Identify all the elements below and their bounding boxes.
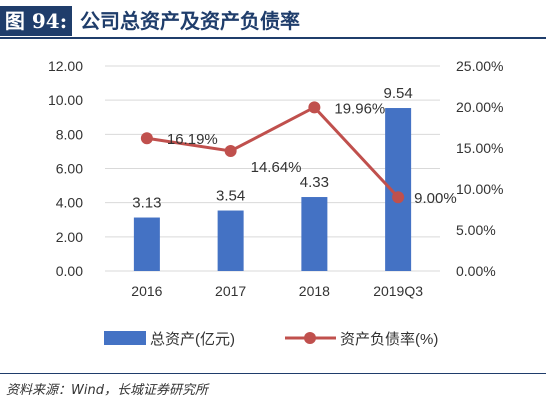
line-point	[224, 144, 237, 157]
x-tick-label: 2017	[215, 283, 246, 299]
y-right-tick-label: 15.00%	[456, 140, 503, 156]
y-right-tick-label: 10.00%	[456, 181, 503, 197]
y-right-tick-label: 5.00%	[456, 222, 496, 238]
header-divider	[0, 37, 546, 39]
bar	[133, 217, 160, 271]
line-data-label: 16.19%	[167, 131, 218, 148]
legend-line-marker	[304, 332, 316, 344]
legend-line-label: 资产负债率(%)	[340, 331, 438, 348]
y-right-tick-label: 25.00%	[456, 58, 503, 74]
y-left-tick-label: 2.00	[56, 229, 83, 245]
bar-data-label: 4.33	[300, 174, 329, 191]
y-left-tick-label: 6.00	[56, 161, 83, 177]
legend-bar-swatch	[104, 331, 146, 345]
bar	[217, 210, 244, 271]
y-right-tick-label: 0.00%	[456, 263, 496, 279]
line-data-label: 9.00%	[414, 190, 457, 207]
y-left-tick-label: 10.00	[48, 92, 83, 108]
line-data-label: 14.64%	[251, 159, 302, 176]
y-left-tick-label: 4.00	[56, 195, 83, 211]
y-left-tick-label: 8.00	[56, 126, 83, 142]
line-point	[392, 191, 405, 204]
footer-divider	[0, 373, 546, 374]
source-note: 资料来源：Wind，长城证券研究所	[6, 383, 208, 398]
legend-bar-label: 总资产(亿元)	[150, 331, 235, 348]
bar-data-label: 3.54	[216, 188, 245, 205]
bar-data-label: 9.54	[384, 85, 413, 102]
figure-header: 图 94: 公司总资产及资产负债率	[0, 0, 546, 40]
bar	[301, 197, 328, 271]
x-tick-label: 2018	[299, 283, 330, 299]
y-left-tick-label: 12.00	[48, 58, 83, 74]
line-series	[146, 105, 400, 199]
figure-number: 图 94:	[0, 6, 72, 36]
combo-chart: 0.00 2.00 4.00 6.00 8.00 10.00 12.00 0.00% 5.00%…	[48, 58, 504, 348]
bar-data-label: 3.13	[132, 195, 161, 212]
figure-title: 公司总资产及资产负债率	[80, 9, 300, 33]
line-data-label: 19.96%	[334, 100, 385, 117]
line-point	[308, 101, 321, 114]
x-tick-label: 2019Q3	[373, 283, 423, 299]
y-left-tick-label: 0.00	[56, 263, 83, 279]
line-point	[140, 132, 153, 145]
y-right-tick-label: 20.00%	[456, 99, 503, 115]
x-tick-label: 2016	[131, 283, 162, 299]
